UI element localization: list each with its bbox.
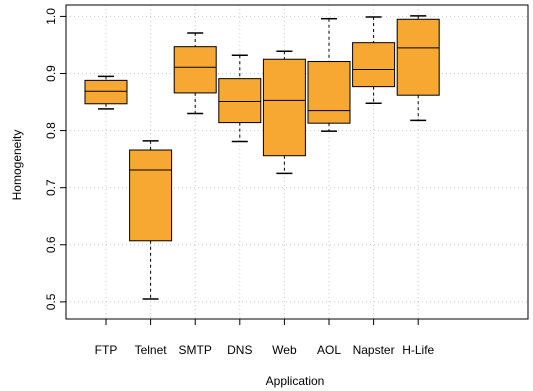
box-dns <box>218 54 262 143</box>
box-body <box>173 46 217 94</box>
y-tick-label: 0.5 <box>44 293 58 310</box>
box-body <box>84 79 128 105</box>
box-aol <box>307 17 351 132</box>
box-body <box>307 61 351 124</box>
box-telnet <box>129 140 173 300</box>
box-smtp <box>173 32 217 115</box>
x-axis: FTP Telnet SMTP DNS Web AOL Napster H-Life <box>95 319 435 357</box>
y-tick-label: 0.8 <box>44 122 58 139</box>
boxes <box>84 15 440 300</box>
x-tick-label: Telnet <box>135 343 168 357</box>
box-napster <box>352 16 396 104</box>
x-tick-label: FTP <box>95 343 118 357</box>
x-axis-title: Application <box>266 374 325 388</box>
x-tick-label: AOL <box>317 343 341 357</box>
x-tick-label: Web <box>272 343 297 357</box>
y-tick-label: 0.9 <box>44 65 58 82</box>
y-tick-label: 0.6 <box>44 236 58 253</box>
box-body <box>396 18 440 96</box>
x-tick-label: DNS <box>227 343 252 357</box>
box-ftp <box>84 75 128 110</box>
x-tick-label: SMTP <box>179 343 212 357</box>
box-h-life <box>396 15 440 122</box>
box-body <box>129 149 173 242</box>
x-tick-label: H-Life <box>402 343 434 357</box>
plot-frame <box>65 4 529 320</box>
y-tick-label: 0.7 <box>44 179 58 196</box>
box-web <box>262 50 306 175</box>
box-body <box>352 42 396 88</box>
y-axis: 0.5 0.6 0.7 0.8 0.9 1.0 <box>44 8 66 310</box>
y-tick-label: 1.0 <box>44 8 58 25</box>
box-body <box>262 58 306 157</box>
box-body <box>218 78 262 124</box>
x-tick-label: Napster <box>353 343 395 357</box>
y-axis-title: Homogeneity <box>10 130 24 201</box>
